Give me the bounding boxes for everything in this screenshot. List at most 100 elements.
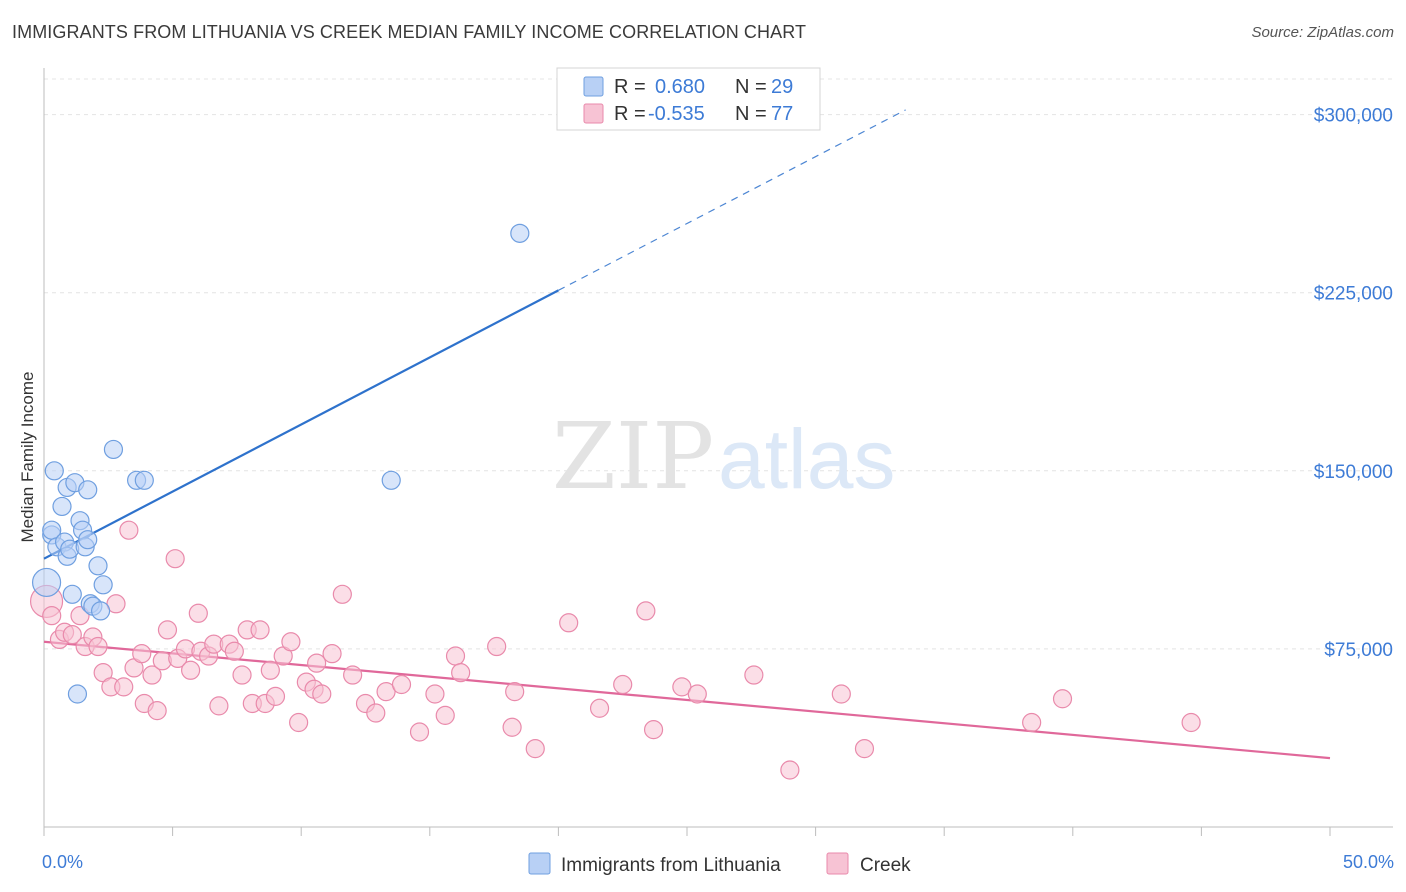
watermark-zip: ZIP	[552, 403, 714, 510]
lithuania-point	[67, 684, 88, 704]
lithuania-point	[62, 584, 82, 604]
series-legend-label-creek: Creek	[860, 855, 911, 876]
creek-point	[307, 653, 327, 673]
lithuania-point	[93, 575, 113, 595]
creek-point	[165, 549, 185, 569]
creek-point	[831, 684, 851, 704]
creek-point	[260, 660, 280, 680]
creek-point	[391, 674, 412, 695]
creek-point	[613, 674, 633, 695]
lithuania-point	[88, 556, 108, 576]
creek-point	[232, 665, 252, 685]
creek-point	[1181, 712, 1201, 733]
stats-legend-n-value-2: 77	[771, 103, 793, 125]
data-points	[29, 223, 1201, 780]
creek-point	[451, 663, 471, 683]
y-tick-label: $225,000	[1314, 284, 1393, 305]
lithuania-point	[78, 530, 98, 550]
y-tick-label: $150,000	[1314, 462, 1393, 483]
creek-point	[487, 636, 507, 657]
watermark-atlas: atlas	[718, 412, 895, 506]
creek-point	[366, 703, 386, 723]
creek-point	[343, 665, 363, 685]
trend-line-1	[43, 640, 1331, 760]
creek-point	[88, 636, 108, 657]
series-legend: Immigrants from Lithuania Creek	[528, 852, 911, 876]
creek-point	[188, 603, 208, 623]
y-tick-label: $300,000	[1314, 106, 1393, 127]
trend-lines	[43, 109, 1331, 760]
creek-point	[119, 520, 139, 540]
series-legend-label-lithuania: Immigrants from Lithuania	[561, 855, 781, 876]
axes	[43, 68, 1393, 836]
lithuania-point	[381, 470, 401, 490]
creek-point	[687, 684, 707, 704]
stats-legend-n-value-1: 29	[771, 76, 793, 98]
lithuania-point	[44, 461, 64, 481]
creek-point	[409, 722, 430, 742]
lithuania-point	[90, 601, 111, 621]
lithuania-point	[103, 439, 124, 460]
creek-point	[435, 705, 455, 725]
trend-line-0	[43, 289, 559, 560]
creek-point	[42, 606, 62, 626]
creek-point	[332, 584, 352, 604]
creek-point	[281, 632, 301, 652]
creek-point	[636, 601, 656, 621]
x-tick-label-right: 50.0%	[1343, 852, 1394, 872]
gridlines	[44, 78, 1393, 650]
creek-point	[209, 696, 229, 716]
y-axis-label: Median Family Income	[18, 371, 37, 542]
creek-point	[780, 760, 800, 780]
creek-point	[114, 677, 134, 697]
creek-point	[157, 620, 178, 640]
creek-point	[132, 644, 152, 664]
stats-legend: R = 0.680 N = 29 R = -0.535 N = 77	[556, 67, 821, 131]
creek-point	[62, 625, 82, 645]
stats-legend-r-value-1: 0.680	[655, 76, 705, 98]
y-tick-labels: $75,000 $150,000 $225,000 $300,000	[1314, 106, 1393, 661]
creek-point	[1022, 712, 1042, 733]
creek-point	[744, 665, 764, 685]
chart-source: Source: ZipAtlas.com	[1251, 24, 1394, 41]
series-legend-swatch-lithuania	[528, 852, 551, 875]
creek-point	[312, 684, 332, 704]
lithuania-point	[31, 567, 62, 598]
watermark: ZIP atlas	[552, 403, 895, 510]
creek-point	[643, 720, 664, 740]
chart-title: IMMIGRANTS FROM LITHUANIA VS CREEK MEDIA…	[12, 22, 807, 42]
creek-point	[224, 641, 244, 661]
x-tick-label-left: 0.0%	[42, 852, 83, 872]
creek-point	[250, 620, 270, 640]
stats-legend-r-label-2: R =	[614, 103, 646, 125]
lithuania-point	[134, 470, 154, 490]
lithuania-point	[510, 223, 530, 243]
creek-point	[425, 684, 445, 704]
creek-point	[265, 686, 286, 706]
stats-legend-swatch-blue	[583, 76, 604, 97]
creek-point	[322, 644, 342, 664]
creek-point	[505, 682, 525, 702]
lithuania-point	[78, 480, 98, 500]
y-tick-label: $75,000	[1324, 640, 1393, 661]
trend-line-extension-0	[558, 109, 906, 291]
creek-point	[289, 712, 309, 733]
creek-point	[502, 717, 522, 737]
creek-point	[559, 613, 579, 633]
stats-legend-r-label-1: R =	[614, 76, 646, 98]
stats-legend-n-label-1: N =	[735, 76, 767, 98]
creek-point	[854, 739, 875, 759]
series-legend-swatch-creek	[826, 852, 849, 875]
creek-point	[1052, 689, 1073, 709]
lithuania-point	[52, 496, 72, 517]
creek-point	[142, 665, 162, 685]
creek-point	[147, 701, 167, 721]
stats-legend-r-value-2: -0.535	[648, 103, 705, 125]
stats-legend-swatch-pink	[583, 103, 604, 124]
creek-point	[181, 660, 201, 680]
creek-point	[525, 739, 545, 759]
creek-point	[589, 698, 610, 718]
stats-legend-n-label-2: N =	[735, 103, 767, 125]
creek-point	[445, 646, 466, 666]
